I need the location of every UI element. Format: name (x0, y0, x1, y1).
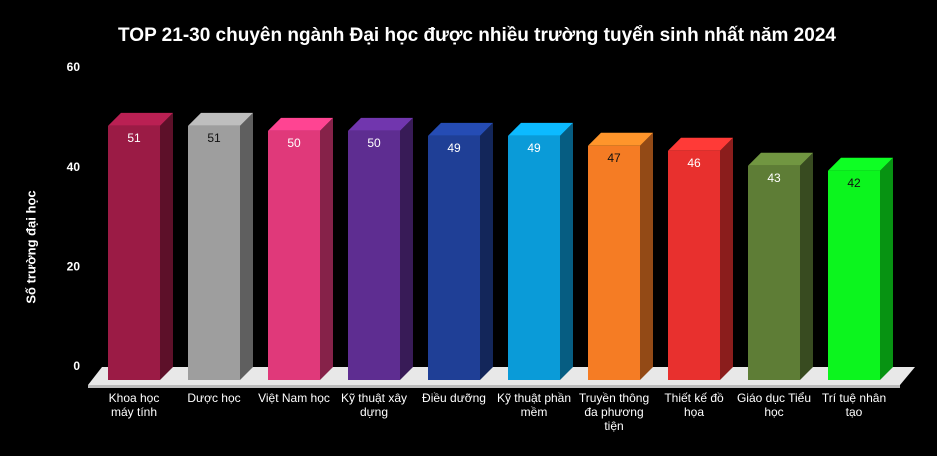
value-label: 46 (687, 156, 701, 170)
value-label: 51 (127, 131, 141, 145)
bar (508, 135, 560, 380)
bar (108, 125, 160, 380)
x-tick-label: Dược học (187, 391, 241, 405)
bar (748, 165, 800, 380)
bar-side (720, 137, 733, 380)
bar-top (668, 137, 733, 151)
y-tick-label: 0 (73, 359, 80, 373)
bar-top (188, 112, 253, 126)
value-label: 47 (607, 151, 621, 165)
x-tick-label: Trí tuệ nhân tạo (821, 391, 887, 419)
bar (348, 130, 400, 380)
x-tick-label: Khoa học máy tính (108, 391, 160, 419)
value-label: 42 (847, 176, 861, 190)
value-label: 51 (207, 131, 221, 145)
y-axis-label: Số trường đại học (23, 190, 38, 303)
x-tick-label: Việt Nam học (258, 391, 330, 405)
chart-title: TOP 21-30 chuyên ngành Đại học được nhiề… (118, 25, 836, 46)
bar (188, 125, 240, 380)
bar-side (480, 122, 493, 381)
y-tick-label: 60 (67, 60, 81, 74)
bar-side (560, 122, 573, 381)
bar-side (800, 152, 813, 380)
bar-side (400, 117, 413, 380)
x-tick-label: Kỹ thuật phần mềm (496, 391, 572, 419)
value-label: 49 (447, 141, 461, 155)
bar-top (428, 122, 493, 136)
value-label: 50 (367, 136, 381, 150)
bar-side (320, 117, 333, 380)
bar-top (268, 117, 333, 131)
bar-top (748, 152, 813, 166)
bar-side (160, 112, 173, 380)
y-tick-label: 20 (67, 260, 81, 274)
bar-side (240, 112, 253, 380)
value-label: 43 (767, 171, 781, 185)
x-tick-label: Điều dưỡng (422, 391, 486, 405)
bar-top (588, 132, 653, 146)
bar-top (828, 157, 893, 171)
value-label: 49 (527, 141, 541, 155)
y-tick-label: 40 (67, 160, 81, 174)
value-label: 50 (287, 136, 301, 150)
x-tick-label: Kỹ thuật xây dựng (340, 391, 408, 419)
bar-top (508, 122, 573, 136)
x-tick-label: Truyền thông đa phương tiện (578, 391, 650, 433)
x-tick-label: Giáo dục Tiểu học (736, 391, 812, 419)
bar (828, 170, 880, 380)
bar-top (108, 112, 173, 126)
bar (268, 130, 320, 380)
bar-top (348, 117, 413, 131)
bar-side (880, 157, 893, 380)
bar-side (640, 132, 653, 380)
x-tick-label: Thiết kế đồ họa (664, 391, 724, 419)
floor-edge (88, 385, 900, 388)
bar (428, 135, 480, 380)
bar (588, 145, 640, 380)
bar (668, 150, 720, 380)
